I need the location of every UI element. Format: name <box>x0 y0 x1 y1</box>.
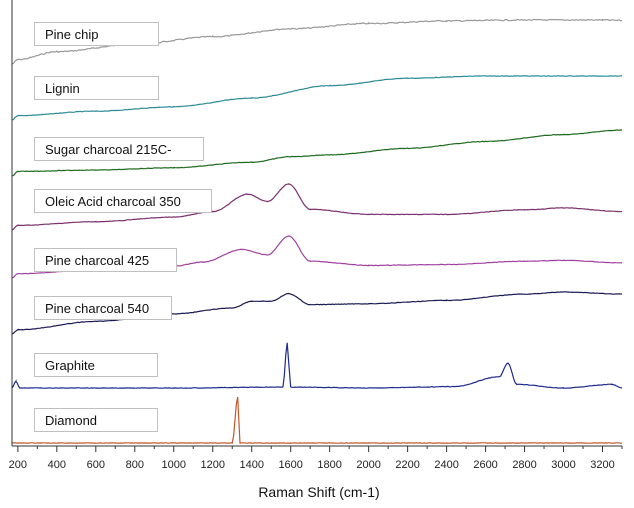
x-tick-label: 1000 <box>162 459 186 471</box>
x-tick-label: 1200 <box>200 459 224 471</box>
x-tick-label: 1800 <box>317 459 341 471</box>
trace-label: Sugar charcoal 215C- <box>34 137 204 161</box>
trace-oleic-acid-charcoal-350 <box>11 183 623 231</box>
x-tick-label: 2400 <box>434 459 458 471</box>
trace-label: Pine charcoal 425 <box>34 248 177 272</box>
x-tick-label: 1600 <box>278 459 302 471</box>
trace-lignin <box>11 75 622 121</box>
x-axis-title: Raman Shift (cm-1) <box>258 484 379 500</box>
x-axis-ticks: 200 400 600 800 1000 1200 1400 1600 1800 2000 2200… <box>9 446 623 471</box>
trace-label: Lignin <box>34 76 159 100</box>
x-tick-label: 600 <box>87 459 105 471</box>
trace-diamond <box>11 396 623 444</box>
trace-label: Pine chip <box>34 22 159 46</box>
trace-pine-charcoal-540 <box>11 291 623 335</box>
trace-sugar-charcoal-215c <box>11 129 623 177</box>
trace-label: Oleic Acid charcoal 350 <box>34 189 212 213</box>
x-tick-label: 3200 <box>590 459 614 471</box>
trace-graphite <box>11 342 623 389</box>
trace-label: Diamond <box>34 408 158 432</box>
trace-label: Pine charcoal 540 <box>34 296 172 320</box>
x-tick-label: 1400 <box>239 459 263 471</box>
x-tick-label: 3000 <box>551 459 575 471</box>
x-tick-label: 400 <box>48 459 66 471</box>
x-tick-label: 2600 <box>473 459 497 471</box>
trace-label: Graphite <box>34 353 158 377</box>
x-tick-label: 2000 <box>356 459 380 471</box>
x-tick-label: 200 <box>9 459 27 471</box>
x-tick-label: 800 <box>126 459 144 471</box>
x-tick-label: 2200 <box>395 459 419 471</box>
x-tick-label: 2800 <box>512 459 536 471</box>
